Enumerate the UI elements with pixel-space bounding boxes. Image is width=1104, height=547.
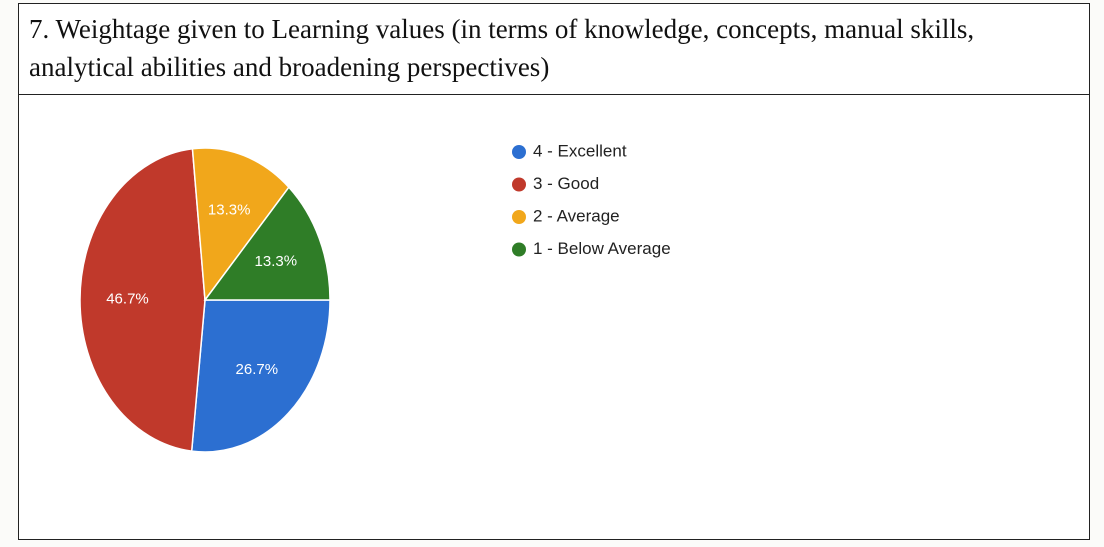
pie-slice: [203, 186, 331, 301]
slice-label: 46.7%: [106, 291, 149, 308]
pie-slice: [190, 299, 331, 453]
slice-value: 13.3: [255, 253, 284, 270]
slice-value: 13.3: [208, 201, 237, 218]
legend-swatch: [512, 210, 526, 224]
legend-label: 2 - Average: [533, 206, 620, 225]
pie-slice: [79, 147, 206, 452]
legend-swatch: [512, 145, 526, 159]
slice-value: 26.7: [236, 361, 265, 378]
legend-label: 3 - Good: [533, 174, 599, 193]
slice-label: 13.3%: [255, 253, 298, 270]
pie-slice: [191, 147, 290, 303]
legend-label: 1 - Below Average: [533, 239, 671, 258]
slice-label: 13.3%: [208, 201, 251, 218]
slice-value: 46.7: [106, 291, 135, 308]
slice-label: 26.7%: [236, 361, 279, 378]
legend-swatch: [512, 177, 526, 192]
legend-label: 4 - Excellent: [533, 141, 627, 160]
legend-swatch: [512, 242, 526, 257]
chart-title: 7. Weightage given to Learning values (i…: [19, 4, 1089, 95]
